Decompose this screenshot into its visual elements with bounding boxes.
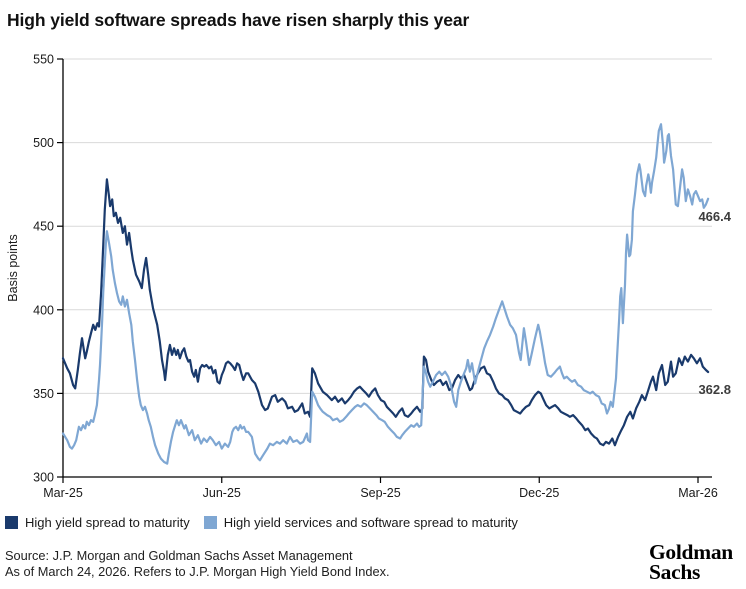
x-tick-label-Jun-25: Jun-25 <box>203 486 241 500</box>
x-tick-label-Mar-25: Mar-25 <box>43 486 83 500</box>
goldman-sachs-logo: Goldman Sachs <box>649 540 733 584</box>
legend-label-high-yield: High yield spread to maturity <box>25 515 190 530</box>
series-line-high-yield <box>61 178 710 447</box>
x-tick-label-Mar-26: Mar-26 <box>678 486 718 500</box>
spread-line-chart: 300 350 400 450 500 550 Mar-25 Jun-25 Sep-25 Dec-… <box>6 53 732 501</box>
y-tick-label-350: 350 <box>33 387 54 401</box>
series-line-services-software <box>61 123 710 465</box>
legend-swatch-navy <box>5 516 18 529</box>
source-note: Source: J.P. Morgan and Goldman Sachs As… <box>5 548 390 580</box>
x-tick-label-Sep-25: Sep-25 <box>360 486 400 500</box>
y-tick-label-450: 450 <box>33 220 54 234</box>
source-line-1: Source: J.P. Morgan and Goldman Sachs As… <box>5 548 353 563</box>
end-label-high-yield: 362.8 <box>698 382 731 397</box>
legend-swatch-light-blue <box>203 516 217 529</box>
y-tick-label-550: 550 <box>33 53 54 67</box>
legend-item-services-software: High yield services and software spread … <box>203 515 518 530</box>
end-label-services-software: 466.4 <box>698 209 731 224</box>
y-tick-label-400: 400 <box>33 303 54 317</box>
legend-item-high-yield: High yield spread to maturity <box>5 515 190 530</box>
source-line-2: As of March 24, 2026. Refers to J.P. Mor… <box>5 563 390 579</box>
chart-title: High yield software spreads have risen s… <box>7 10 470 30</box>
y-axis-title: Basis points <box>6 234 20 301</box>
logo-line-2: Sachs <box>649 559 701 584</box>
x-tick-label-Dec-25: Dec-25 <box>519 486 559 500</box>
y-tick-label-300: 300 <box>33 471 54 485</box>
logo-line-1: Goldman <box>649 540 733 564</box>
legend-label-services-software: High yield services and software spread … <box>223 515 518 530</box>
y-tick-label-500: 500 <box>33 136 54 150</box>
chart-legend: High yield spread to maturity High yield… <box>5 515 518 530</box>
